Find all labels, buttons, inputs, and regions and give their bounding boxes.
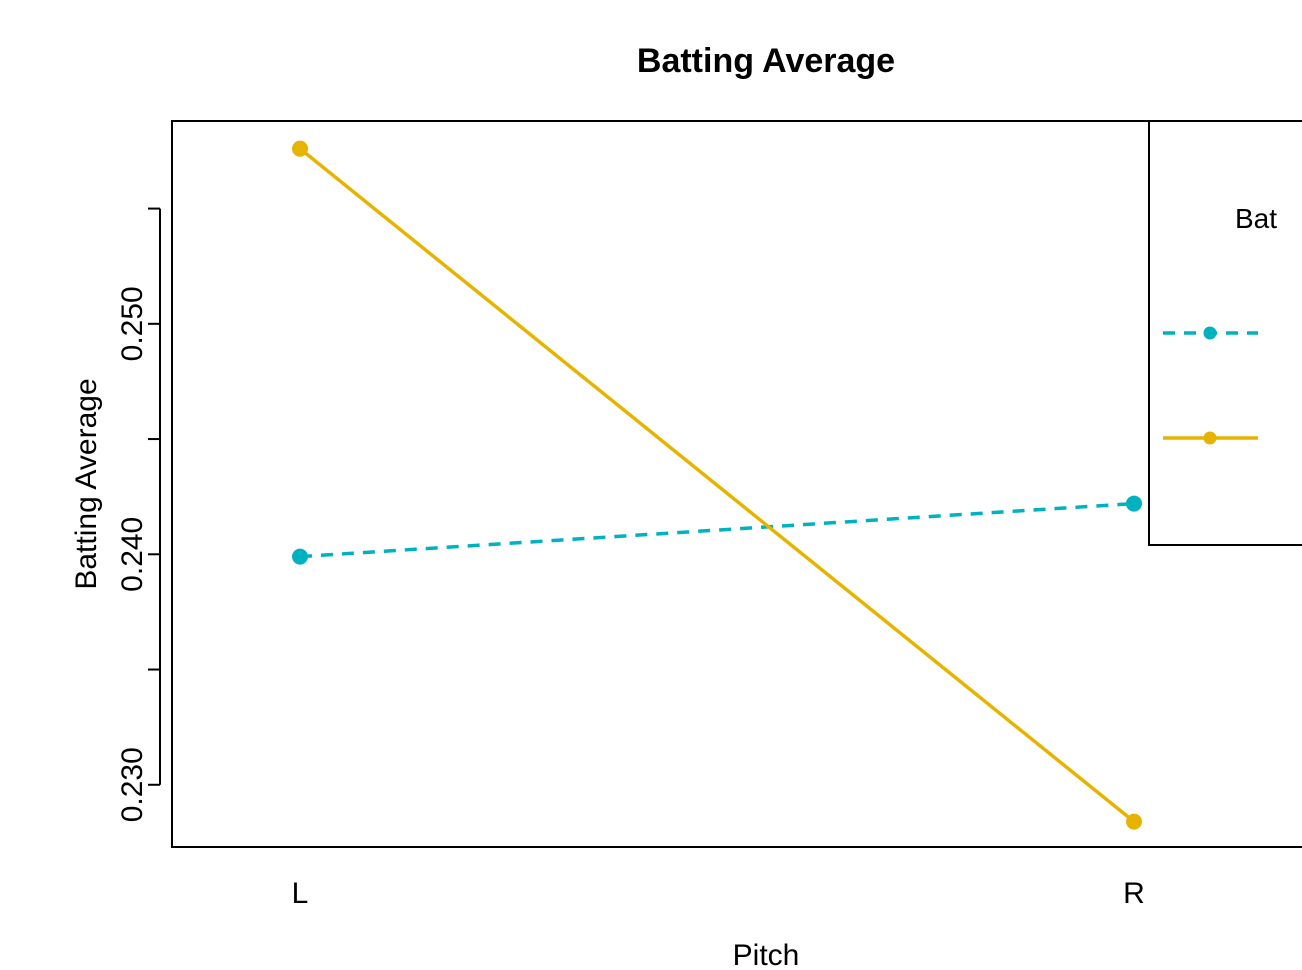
legend: Bat: [1148, 120, 1302, 546]
data-point: [292, 140, 308, 157]
plot-area-border: [171, 120, 1302, 848]
x-axis-label: Pitch: [733, 939, 800, 970]
legend-title: Bat: [1235, 203, 1277, 234]
legend-marker: [1203, 326, 1217, 340]
x-tick-label: L: [292, 877, 309, 910]
legend-entries: [1163, 326, 1258, 445]
y-tick-label: 0.250: [116, 286, 149, 361]
legend-entry-1: [1163, 431, 1258, 445]
y-tick-label: 0.240: [116, 517, 149, 592]
series-line: [299, 501, 1135, 559]
legend-marker: [1203, 431, 1217, 445]
series-0: [292, 495, 1142, 565]
legend-entry-0: [1163, 326, 1258, 340]
data-point: [292, 548, 308, 565]
y-tick-label: 0.230: [116, 747, 149, 822]
chart-title: Batting Average: [637, 42, 895, 80]
series-layer: [292, 140, 1142, 830]
series-line: [298, 147, 1136, 824]
x-tick-label: R: [1123, 877, 1145, 910]
y-axis-label: Batting Average: [70, 378, 103, 589]
y-axis: 0.230 0.240 0.250: [116, 207, 161, 822]
series-1: [292, 140, 1142, 830]
legend-box: [1148, 120, 1302, 546]
data-point: [1126, 495, 1142, 512]
data-point: [1126, 813, 1142, 830]
